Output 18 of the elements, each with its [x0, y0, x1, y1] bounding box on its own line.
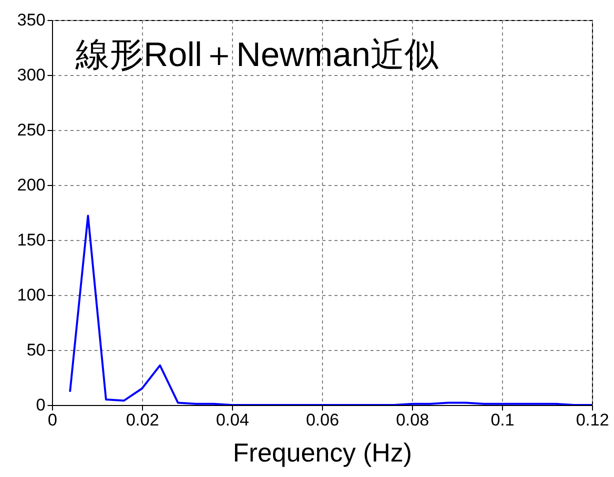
x-tick-label: 0.06 [306, 410, 340, 430]
y-tick-label: 50 [26, 340, 46, 360]
x-tick-label: 0.12 [576, 410, 610, 430]
y-tick-label: 300 [17, 66, 46, 84]
x-tick-label: 0.04 [216, 410, 250, 430]
y-tick-label: 150 [17, 230, 46, 250]
text: 線形Roll＋Newman近似 [74, 36, 438, 74]
y-tick-label: 250 [17, 120, 46, 140]
x-tick-label: 0.08 [396, 410, 430, 430]
y-tick-label: 100 [17, 286, 46, 304]
line-series [69, 214, 592, 405]
x-tick-label: 0 [48, 410, 58, 430]
y-tick-label: 0 [36, 396, 46, 414]
x-axis-title: Frequency (Hz) [232, 438, 412, 468]
y-tick-label: 200 [17, 176, 46, 194]
y-tick-label: 350 [17, 10, 46, 30]
x-tick-label: 0.02 [126, 410, 160, 430]
x-tick-label: 0.1 [490, 410, 514, 430]
